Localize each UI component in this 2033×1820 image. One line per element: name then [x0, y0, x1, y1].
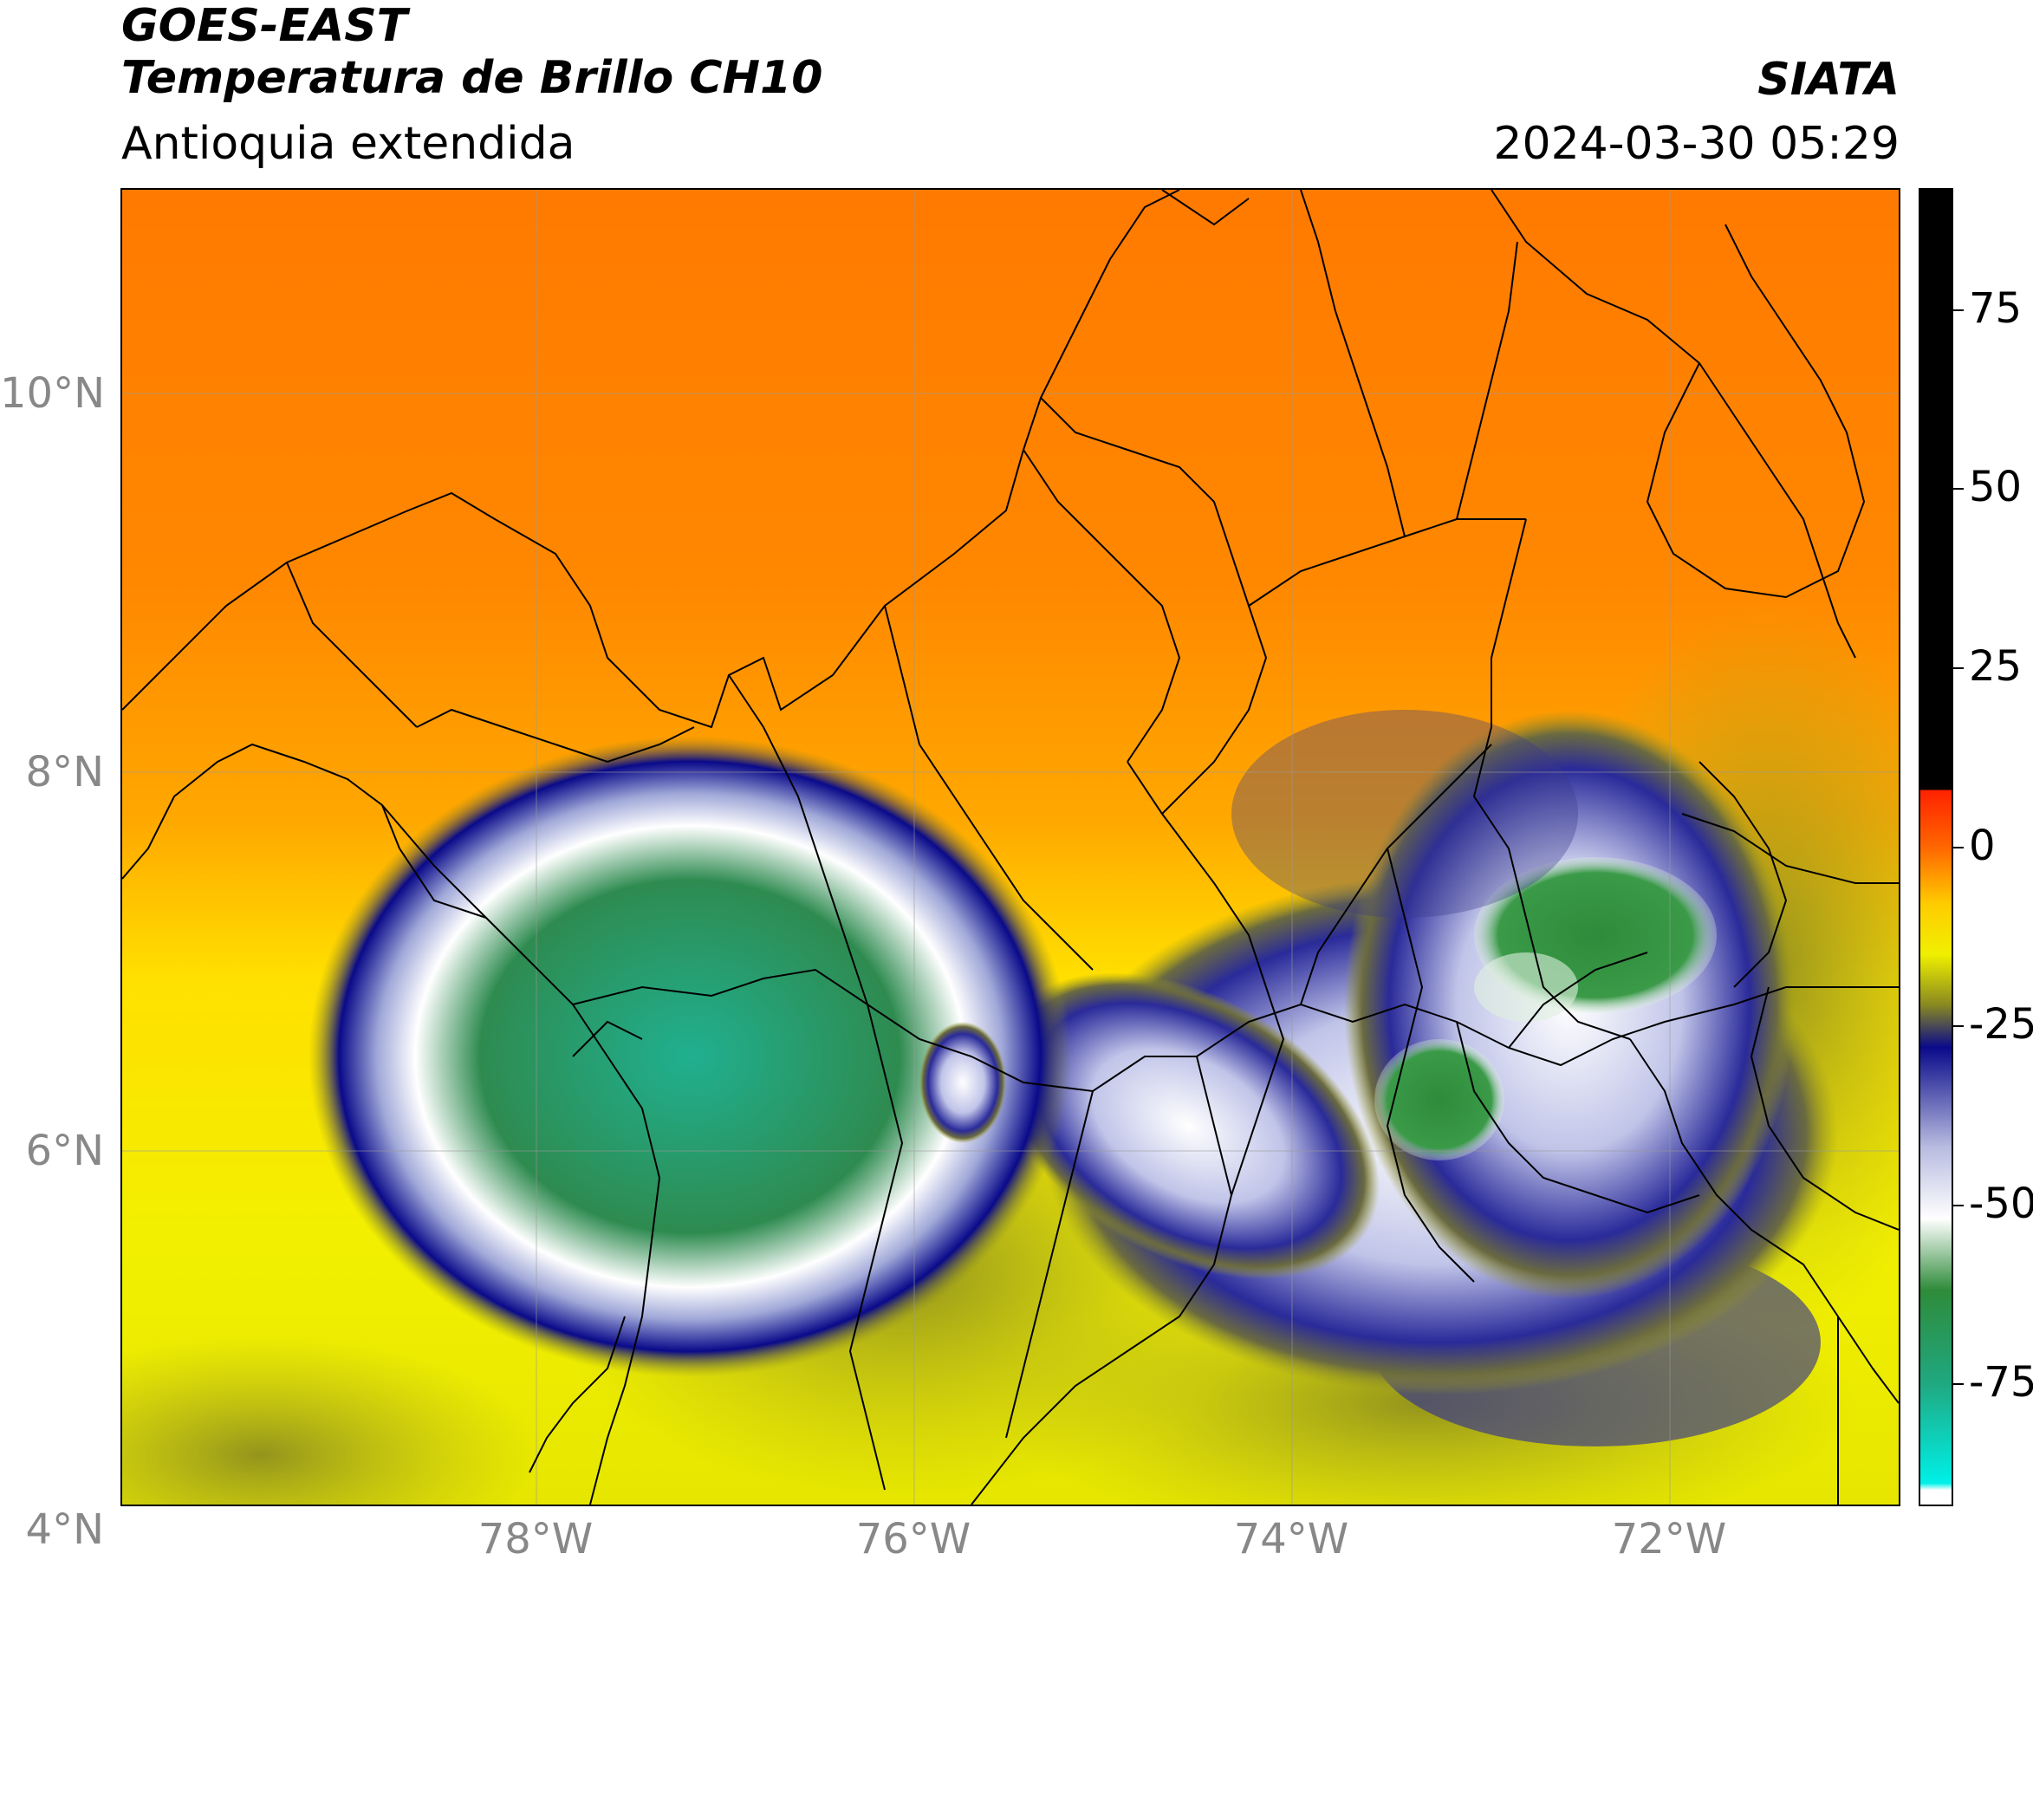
- colorbar-tick-label: 50: [1969, 463, 2023, 512]
- lat-label-10n: 10°N: [0, 369, 105, 418]
- colorbar-tick-mark: [1952, 309, 1964, 311]
- colorbar-tick-label: -75: [1969, 1358, 2033, 1407]
- lon-label-74w: 74°W: [1233, 1515, 1349, 1563]
- satellite-title: GOES-EAST: [121, 0, 408, 52]
- temperature-colorbar: [1919, 188, 1953, 1506]
- region-subtitle: Antioquia extendida: [121, 118, 575, 170]
- lat-label-4n: 4°N: [25, 1505, 104, 1554]
- colorbar-tick-mark: [1952, 1025, 1964, 1028]
- colorbar-tick-label: 75: [1969, 283, 2023, 333]
- colorbar-tick-label: -50: [1969, 1179, 2033, 1228]
- timestamp-label: 2024-03-30 05:29: [1493, 118, 1900, 170]
- colorbar-tick-mark: [1952, 846, 1964, 848]
- lon-label-78w: 78°W: [477, 1515, 594, 1563]
- colorbar-tick-mark: [1952, 1383, 1964, 1386]
- colorbar-tick-label: -25: [1969, 1000, 2033, 1050]
- lon-label-72w: 72°W: [1611, 1515, 1727, 1563]
- colorbar-tick-label: 0: [1969, 821, 1996, 870]
- colorbar-tick-mark: [1952, 666, 1964, 669]
- lat-label-8n: 8°N: [25, 748, 104, 796]
- brightness-temperature-map: [120, 188, 1900, 1506]
- lat-label-6n: 6°N: [25, 1127, 104, 1175]
- colorbar-tick-label: 25: [1969, 641, 2023, 691]
- product-title: Temperatura de Brillo CH10: [121, 52, 823, 104]
- colorbar-tick-mark: [1952, 1204, 1964, 1206]
- lon-label-76w: 76°W: [855, 1515, 971, 1563]
- organization-label: SIATA: [1757, 54, 1900, 106]
- colorbar-tick-mark: [1952, 488, 1964, 491]
